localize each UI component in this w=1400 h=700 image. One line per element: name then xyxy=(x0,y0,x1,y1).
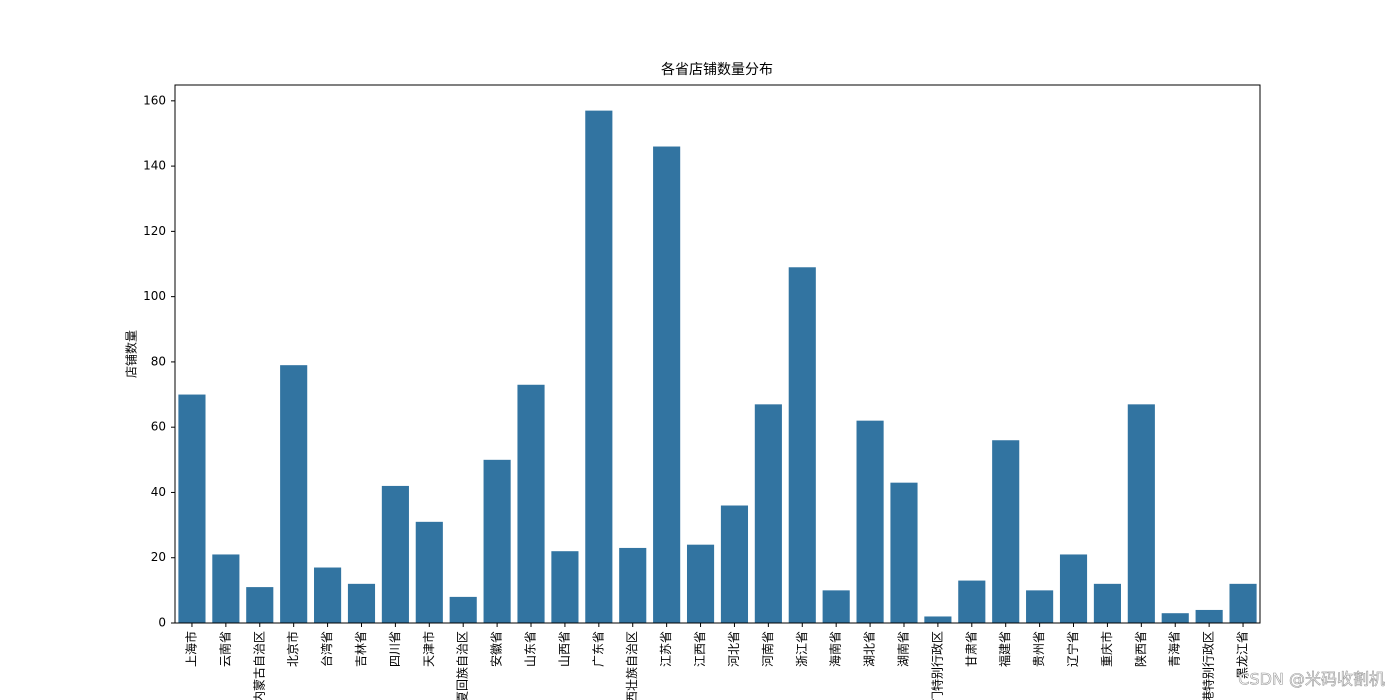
y-axis-label: 店铺数量 xyxy=(124,330,139,378)
x-tick-label: 上海市 xyxy=(183,631,198,667)
bar xyxy=(890,482,918,623)
x-tick-label: 山东省 xyxy=(524,631,538,667)
bar xyxy=(653,146,681,623)
y-tick-label: 160 xyxy=(143,93,166,107)
y-tick-label: 0 xyxy=(158,616,166,630)
x-tick-label: 台湾省 xyxy=(319,631,334,667)
x-tick-label: 广东省 xyxy=(591,631,605,667)
x-tick-label: 青海省 xyxy=(1167,631,1182,667)
bar xyxy=(280,365,308,623)
x-tick-label: 内蒙古自治区 xyxy=(251,631,266,700)
y-tick-label: 60 xyxy=(151,420,166,434)
bar xyxy=(1229,583,1257,623)
bar xyxy=(720,505,749,623)
x-tick-label: 福建省 xyxy=(997,631,1012,667)
bar xyxy=(856,420,884,623)
x-tick-label: 北京市 xyxy=(285,631,300,667)
y-tick-label: 20 xyxy=(151,550,166,564)
bar xyxy=(1026,590,1054,623)
plot-frame xyxy=(174,84,1261,624)
bar xyxy=(585,110,613,624)
x-tick-label: 云南省 xyxy=(217,631,232,667)
x-tick-label: 广西壮族自治区 xyxy=(625,631,639,700)
bar xyxy=(958,580,986,623)
x-tick-label: 重庆市 xyxy=(1099,631,1114,667)
x-tick-label: 宁夏回族自治区 xyxy=(455,631,470,700)
bar xyxy=(381,485,409,623)
bar xyxy=(314,567,342,623)
x-tick-label: 海南省 xyxy=(828,631,843,667)
bar xyxy=(1195,609,1223,623)
bar xyxy=(686,544,715,623)
bar xyxy=(246,587,274,623)
bar xyxy=(449,596,477,623)
x-tick-label: 天津市 xyxy=(421,631,436,667)
bar xyxy=(1127,404,1155,623)
y-tick-label: 140 xyxy=(143,159,166,173)
y-tick-label: 100 xyxy=(143,289,166,303)
x-tick-label: 香港特别行政区 xyxy=(1201,631,1216,700)
x-tick-label: 辽宁省 xyxy=(1065,631,1080,667)
x-tick-label: 四川省 xyxy=(388,631,402,667)
bar xyxy=(788,267,816,623)
x-tick-label: 河北省 xyxy=(727,631,741,667)
bar xyxy=(1059,554,1088,623)
y-tick-label: 40 xyxy=(151,485,166,499)
x-tick-label: 澳门特别行政区 xyxy=(929,631,944,700)
x-tick-label: 贵州省 xyxy=(1032,631,1046,667)
x-tick-label: 江西省 xyxy=(693,631,707,667)
bar xyxy=(1093,583,1121,623)
watermark: CSDN @米码收割机 xyxy=(1238,670,1385,689)
bar xyxy=(212,554,240,623)
x-tick-label: 甘肃省 xyxy=(964,631,978,667)
bar xyxy=(347,583,376,623)
y-tick-label: 80 xyxy=(151,354,166,368)
x-tick-label: 山西省 xyxy=(557,631,571,667)
y-tick-label: 120 xyxy=(143,224,166,238)
bar xyxy=(754,404,782,623)
x-tick-label: 吉林省 xyxy=(354,631,368,667)
x-tick-label: 安徽省 xyxy=(489,631,504,667)
bar xyxy=(415,521,443,623)
bar xyxy=(178,394,206,623)
x-tick-label: 浙江省 xyxy=(795,631,809,667)
bar xyxy=(551,551,579,623)
bar xyxy=(924,616,952,623)
chart-title: 各省店铺数量分布 xyxy=(661,62,773,78)
bar xyxy=(619,547,647,623)
x-tick-label: 江苏省 xyxy=(659,631,673,667)
bar xyxy=(483,459,511,623)
bar xyxy=(1161,613,1189,623)
x-tick-label: 湖南省 xyxy=(895,631,910,667)
x-tick-label: 陕西省 xyxy=(1133,631,1148,667)
x-tick-label: 河南省 xyxy=(760,631,775,667)
x-tick-label: 湖北省 xyxy=(862,631,877,667)
bar xyxy=(992,440,1020,623)
bar xyxy=(822,590,850,623)
x-tick-label: 黑龙江省 xyxy=(1236,631,1250,679)
bar xyxy=(517,384,545,623)
